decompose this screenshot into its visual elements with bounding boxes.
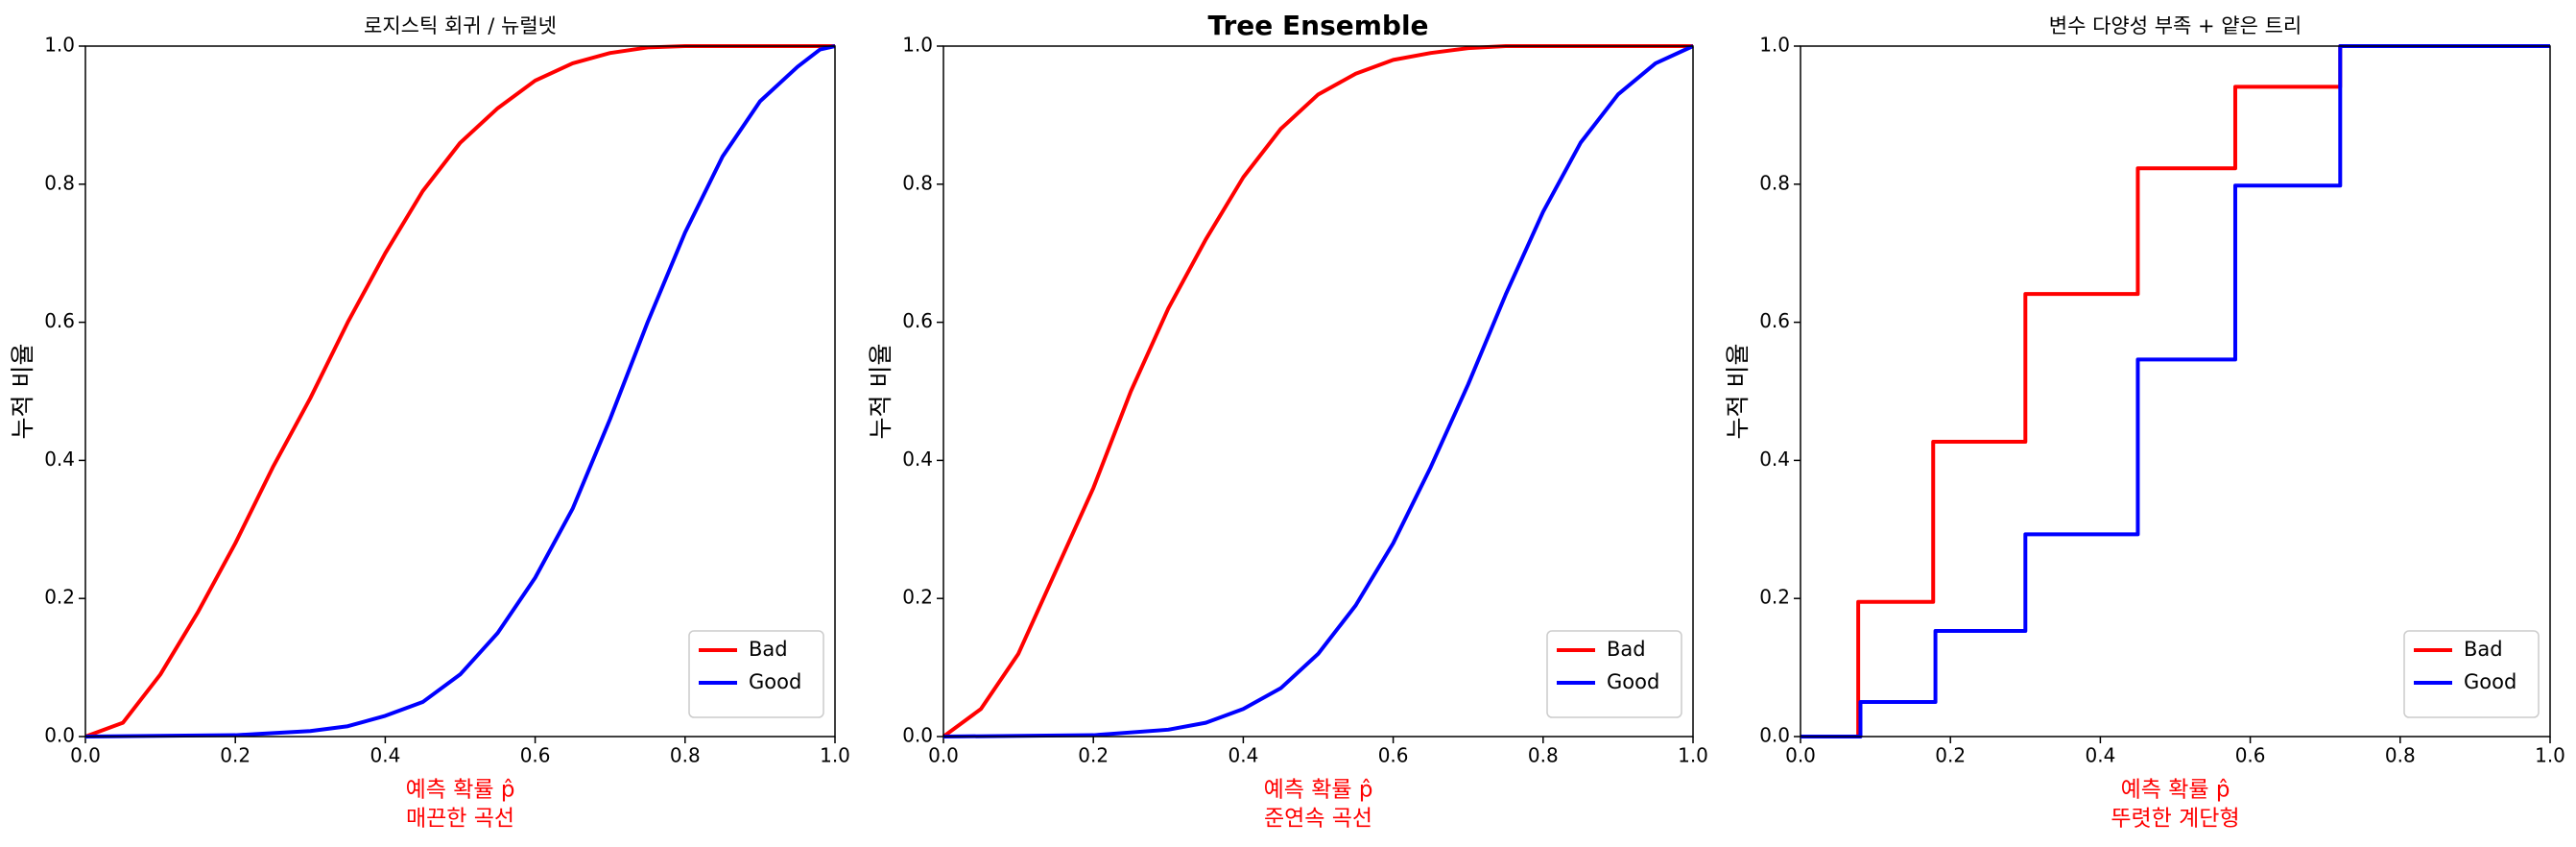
- x-tick-label: 0.2: [1935, 744, 1966, 767]
- x-tick-label: 0.0: [928, 744, 959, 767]
- legend-box: [2403, 630, 2540, 718]
- panel: 로지스틱 회귀 / 뉴럴넷 0.0 0.2 0.4 0.6 0.8 1.0 0.0 0.2 0.4…: [9, 14, 850, 832]
- x-tick-label: 0.4: [2085, 744, 2115, 767]
- y-tick-label: 0.6: [902, 309, 933, 332]
- chart-title: 변수 다양성 부족 + 얕은 트리: [2049, 14, 2302, 37]
- y-tick-label: 1.0: [1759, 34, 1790, 57]
- x-tick-label: 0.2: [1078, 744, 1109, 767]
- y-axis-label: 누적 비율: [867, 344, 894, 440]
- y-tick-label: 0.8: [902, 171, 933, 194]
- x-tick-label: 0.8: [1528, 744, 1559, 767]
- y-axis-label: 누적 비율: [1724, 344, 1752, 440]
- y-tick-label: 0.6: [44, 309, 75, 332]
- y-tick-label: 0.8: [1759, 171, 1790, 194]
- annotation: 뚜렷한 계단형: [2111, 807, 2239, 832]
- legend-label: Good: [1607, 670, 1659, 693]
- data-line: [1801, 44, 2550, 738]
- y-tick-label: 0.4: [44, 448, 75, 471]
- data-line: [942, 44, 1694, 738]
- x-tick-label: 0.4: [1228, 744, 1258, 767]
- x-axis-label: 예측 확률 p̂: [406, 778, 515, 803]
- x-tick-label: 0.0: [1785, 744, 1816, 767]
- x-tick-label: 0.6: [520, 744, 551, 767]
- y-tick-label: 0.2: [1759, 586, 1790, 609]
- chart-title: Tree Ensemble: [1207, 10, 1428, 41]
- legend-label: Bad: [749, 638, 788, 661]
- y-tick-label: 1.0: [44, 34, 75, 57]
- y-tick-label: 0.2: [902, 586, 933, 609]
- legend-label: Bad: [1607, 638, 1646, 661]
- x-tick-label: 1.0: [2535, 744, 2565, 767]
- axes-frame: [942, 45, 1694, 738]
- x-tick-label: 1.0: [1678, 744, 1708, 767]
- y-tick-label: 0.6: [1759, 309, 1790, 332]
- x-tick-label: 0.2: [220, 744, 250, 767]
- axes-frame: [84, 45, 836, 738]
- x-tick-label: 0.6: [1378, 744, 1409, 767]
- y-tick-label: 0.0: [902, 724, 933, 747]
- y-tick-label: 0.4: [902, 448, 933, 471]
- x-axis-label: 예측 확률 p̂: [1264, 778, 1373, 803]
- x-tick-label: 0.8: [670, 744, 701, 767]
- x-axis-label: 예측 확률 p̂: [2121, 778, 2230, 803]
- x-tick-label: 0.4: [370, 744, 400, 767]
- panel: Tree Ensemble 0.0 0.2 0.4 0.6 0.8 1.0 0.0 0.2 0.4…: [867, 10, 1708, 832]
- y-tick-label: 0.4: [1759, 448, 1790, 471]
- data-line: [84, 44, 836, 738]
- legend-label: Good: [2464, 670, 2516, 693]
- annotation: 매끈한 곡선: [406, 807, 514, 832]
- panel: 변수 다양성 부족 + 얕은 트리 0.0 0.2 0.4 0.6 0.8 1.0 0.0 0.…: [1724, 14, 2565, 832]
- x-tick-label: 1.0: [820, 744, 850, 767]
- y-tick-label: 0.0: [1759, 724, 1790, 747]
- chart-title: 로지스틱 회귀 / 뉴럴넷: [364, 14, 557, 37]
- x-tick-label: 0.8: [2385, 744, 2416, 767]
- y-axis-label: 누적 비율: [9, 344, 36, 440]
- data-line: [1801, 44, 2550, 738]
- legend-box: [688, 630, 824, 718]
- y-tick-label: 0.0: [44, 724, 75, 747]
- y-tick-label: 1.0: [902, 34, 933, 57]
- axes-frame: [1800, 45, 2551, 738]
- data-line: [84, 44, 835, 738]
- legend-label: Bad: [2464, 638, 2503, 661]
- x-tick-label: 0.6: [2235, 744, 2266, 767]
- data-line: [942, 44, 1693, 738]
- x-tick-label: 0.0: [70, 744, 101, 767]
- y-tick-label: 0.2: [44, 586, 75, 609]
- legend-box: [1546, 630, 1682, 718]
- y-tick-label: 0.8: [44, 171, 75, 194]
- legend-label: Good: [749, 670, 801, 693]
- annotation: 준연속 곡선: [1264, 807, 1372, 832]
